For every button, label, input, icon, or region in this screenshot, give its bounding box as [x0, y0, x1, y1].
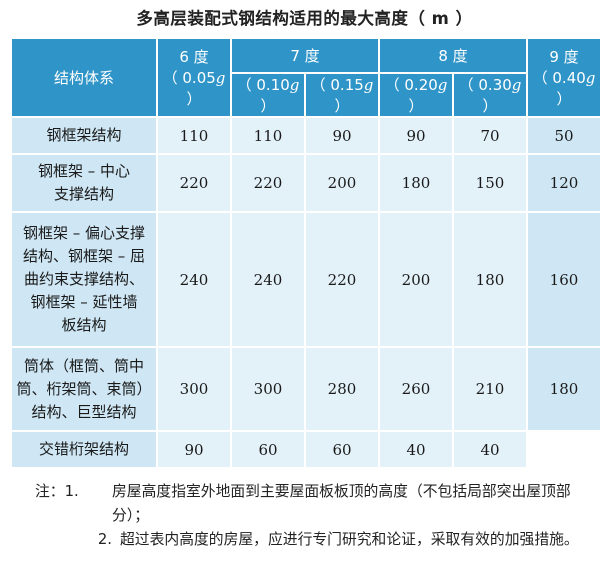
note-2: 2. 超过表内高度的房屋，应进行专门研究和论证，采取有效的加强措施。 [35, 528, 605, 552]
header-row-top: 结构体系 6 度 （ 0.05g ） 7 度 8 度 9 度 （ 0.40g ） [10, 37, 602, 118]
note-1: 注：1. 房屋高度指室外地面到主要屋面板板顶的高度（不包括局部突出屋顶部分）； [35, 480, 605, 528]
table-cell: 50 [526, 116, 602, 155]
table-cell: 220 [304, 211, 380, 348]
table-cell: 200 [378, 211, 454, 348]
table-cell: 90 [378, 116, 454, 155]
table-cell: 90 [304, 116, 380, 155]
table-cell: 300 [230, 346, 306, 432]
table-cell: 40 [378, 430, 454, 469]
header-intensity-7: 7 度 [230, 37, 380, 74]
header-7-acc-010: （ 0.10g ） [230, 72, 306, 118]
header-8-acc-020: （ 0.20g ） [378, 72, 454, 118]
table-cell: 260 [378, 346, 454, 432]
header-7-acc-015: （ 0.15g ） [304, 72, 380, 118]
table-cell: 110 [230, 116, 306, 155]
table-cell: 110 [156, 116, 232, 155]
header-structure-system: 结构体系 [10, 37, 158, 118]
row-label: 交错桁架结构 [10, 430, 158, 469]
table-cell: 160 [526, 211, 602, 348]
height-limit-table: 结构体系 6 度 （ 0.05g ） 7 度 8 度 9 度 （ 0.40g ）… [10, 37, 602, 469]
table-cell: 120 [526, 153, 602, 213]
table-row: 钢框架 – 中心 支撑结构 220 220 200 180 150 120 [10, 153, 602, 213]
table-cell: 180 [526, 346, 602, 432]
header-intensity-6: 6 度 （ 0.05g ） [156, 37, 232, 118]
table-cell: 90 [156, 430, 232, 469]
header-9-degree: 9 度 [549, 48, 579, 66]
row-label: 筒体（框筒、筒中 筒、桁架筒、束筒） 结构、巨型结构 [10, 346, 158, 432]
note-2-lead: 2. [97, 531, 112, 548]
header-intensity-8: 8 度 [378, 37, 528, 74]
row-label: 钢框架结构 [10, 116, 158, 155]
note-1-text: 房屋高度指室外地面到主要屋面板板顶的高度（不包括局部突出屋顶部分）； [112, 483, 571, 524]
table-cell: 240 [230, 211, 306, 348]
table-cell: 40 [452, 430, 528, 469]
note-2-text: 超过表内高度的房屋，应进行专门研究和论证，采取有效的加强措施。 [120, 531, 579, 548]
table-notes: 注：1. 房屋高度指室外地面到主要屋面板板顶的高度（不包括局部突出屋顶部分）； … [35, 480, 605, 552]
table-row: 钢框架 – 偏心支撑 结构、钢框架 – 屈 曲约束支撑结构、 钢框架 – 延性墙… [10, 211, 602, 348]
table-row: 筒体（框筒、筒中 筒、桁架筒、束筒） 结构、巨型结构 300 300 280 2… [10, 346, 602, 432]
table-cell: 220 [230, 153, 306, 213]
table-cell: 180 [378, 153, 454, 213]
table-cell: 70 [452, 116, 528, 155]
row-label: 钢框架 – 偏心支撑 结构、钢框架 – 屈 曲约束支撑结构、 钢框架 – 延性墙… [10, 211, 158, 348]
table-cell: 220 [156, 153, 232, 213]
table-cell: 300 [156, 346, 232, 432]
table-cell: 180 [452, 211, 528, 348]
row-label: 钢框架 – 中心 支撑结构 [10, 153, 158, 213]
table-cell: 200 [304, 153, 380, 213]
table-cell: 210 [452, 346, 528, 432]
header-8-acc-030: （ 0.30g ） [452, 72, 528, 118]
header-6-acc: （ 0.05g ） [162, 69, 226, 108]
header-9-acc: （ 0.40g ） [532, 69, 596, 108]
table-cell: 280 [304, 346, 380, 432]
header-6-degree: 6 度 [179, 48, 209, 66]
header-row-sub: （ 0.10g ） （ 0.15g ） （ 0.20g ） （ 0.30g ） [11, 72, 601, 118]
table-cell: 60 [304, 430, 380, 469]
table-cell: 240 [156, 211, 232, 348]
table-row: 钢框架结构 110 110 90 90 70 50 [10, 116, 602, 155]
table-row: 交错桁架结构 90 60 60 40 40 [10, 430, 602, 469]
table-title: 多高层装配式钢结构适用的最大高度（ m ） [136, 9, 473, 28]
table-cell-empty [526, 430, 602, 469]
table-cell: 150 [452, 153, 528, 213]
header-intensity-9: 9 度 （ 0.40g ） [526, 37, 602, 118]
note-1-lead: 注：1. [35, 483, 79, 500]
table-cell: 60 [230, 430, 306, 469]
